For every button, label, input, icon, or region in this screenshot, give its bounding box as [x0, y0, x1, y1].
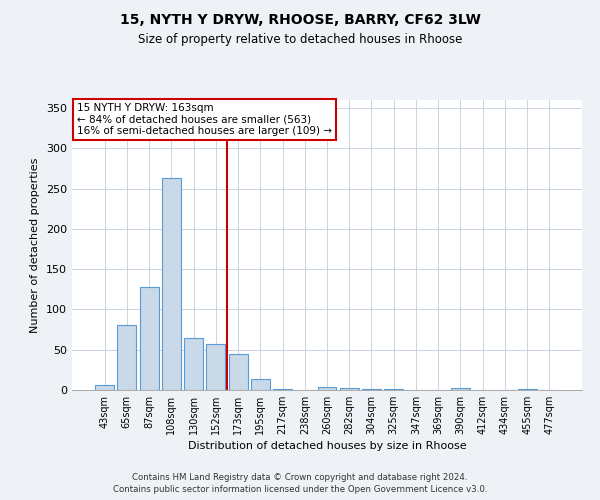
Text: Contains HM Land Registry data © Crown copyright and database right 2024.: Contains HM Land Registry data © Crown c…	[132, 472, 468, 482]
Bar	[184, 338, 203, 390]
Bar	[140, 287, 158, 390]
Bar	[118, 325, 136, 390]
Bar	[95, 385, 114, 390]
Text: 15 NYTH Y DRYW: 163sqm
← 84% of detached houses are smaller (563)
16% of semi-de: 15 NYTH Y DRYW: 163sqm ← 84% of detached…	[77, 103, 332, 136]
Bar	[273, 389, 292, 390]
Text: 15, NYTH Y DRYW, RHOOSE, BARRY, CF62 3LW: 15, NYTH Y DRYW, RHOOSE, BARRY, CF62 3LW	[119, 12, 481, 26]
Bar	[206, 344, 225, 390]
Bar	[362, 389, 381, 390]
Bar	[317, 387, 337, 390]
Bar	[518, 389, 536, 390]
Bar	[251, 378, 270, 390]
Bar	[340, 388, 359, 390]
Bar	[451, 388, 470, 390]
Text: Contains public sector information licensed under the Open Government Licence v3: Contains public sector information licen…	[113, 485, 487, 494]
Bar	[229, 354, 248, 390]
Y-axis label: Number of detached properties: Number of detached properties	[31, 158, 40, 332]
Bar	[162, 178, 181, 390]
Bar	[384, 389, 403, 390]
Text: Size of property relative to detached houses in Rhoose: Size of property relative to detached ho…	[138, 32, 462, 46]
X-axis label: Distribution of detached houses by size in Rhoose: Distribution of detached houses by size …	[188, 441, 466, 451]
